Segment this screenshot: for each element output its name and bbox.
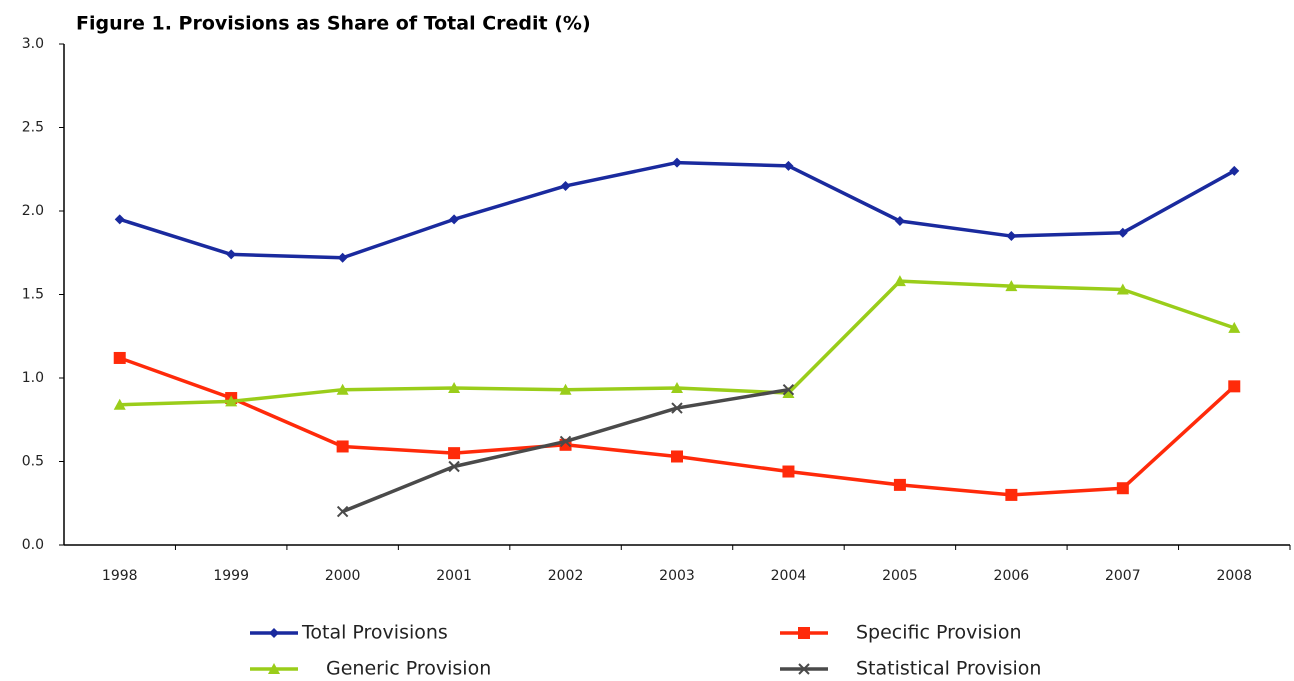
chart-title: Figure 1. Provisions as Share of Total C… — [76, 13, 591, 35]
data-point — [782, 387, 795, 399]
data-point — [782, 383, 795, 396]
data-point — [225, 395, 238, 407]
y-tick-label: 3.0 — [22, 36, 44, 52]
data-point — [336, 440, 349, 453]
legend-marker — [269, 628, 279, 638]
y-tick-label: 1.0 — [22, 370, 44, 386]
x-tick-label: 2007 — [1105, 568, 1141, 584]
legend-label: Total Provisions — [301, 622, 448, 644]
data-point — [1005, 280, 1018, 292]
series-line — [119, 356, 1236, 497]
data-point — [448, 460, 460, 473]
data-point — [226, 249, 237, 260]
y-tick-label: 2.0 — [22, 203, 44, 219]
series-line — [119, 160, 1236, 260]
legend-marker — [268, 663, 280, 674]
x-tick-label: 2005 — [882, 568, 918, 584]
data-point — [893, 275, 906, 287]
data-point — [1005, 488, 1018, 501]
y-tick-label: 0.5 — [22, 454, 44, 470]
data-point — [1116, 482, 1129, 495]
data-point — [559, 435, 572, 448]
x-tick-label: 2002 — [548, 568, 584, 584]
data-point — [1229, 165, 1240, 176]
data-point — [1228, 380, 1241, 393]
data-point — [1117, 227, 1128, 238]
x-tick-label: 1999 — [213, 568, 249, 584]
y-tick-label: 2.5 — [22, 120, 44, 136]
data-point — [336, 505, 349, 518]
y-tick-label: 1.5 — [22, 287, 44, 303]
data-point — [113, 351, 126, 364]
data-point — [449, 214, 460, 225]
data-point — [1116, 283, 1129, 295]
data-point — [559, 383, 572, 395]
data-point — [671, 382, 683, 394]
data-point — [1228, 321, 1241, 333]
data-point — [113, 398, 126, 410]
data-point — [893, 478, 906, 491]
legend-label: Statistical Provision — [856, 658, 1041, 680]
data-point — [560, 180, 571, 191]
data-point — [671, 450, 683, 463]
data-point — [448, 447, 461, 460]
data-point — [894, 216, 905, 227]
data-point — [337, 252, 348, 263]
data-point — [672, 157, 682, 168]
data-point — [782, 465, 795, 478]
data-point — [336, 383, 349, 395]
x-tick-label: 2000 — [325, 568, 361, 584]
legend-label: Generic Provision — [326, 658, 491, 680]
data-point — [114, 214, 125, 225]
x-tick-label: 2001 — [436, 568, 472, 584]
legend-label: Specific Provision — [856, 622, 1022, 644]
x-tick-label: 1998 — [102, 568, 138, 584]
x-tick-label: 2003 — [659, 568, 695, 584]
x-tick-label: 2004 — [771, 568, 807, 584]
data-point — [671, 402, 683, 414]
data-point — [448, 382, 461, 394]
x-tick-label: 2006 — [994, 568, 1030, 584]
data-point — [783, 160, 794, 171]
data-point — [1006, 231, 1017, 242]
legend-marker — [798, 627, 810, 639]
y-tick-label: 0.0 — [22, 537, 44, 553]
legend-marker — [798, 663, 810, 675]
x-tick-label: 2008 — [1216, 568, 1252, 584]
